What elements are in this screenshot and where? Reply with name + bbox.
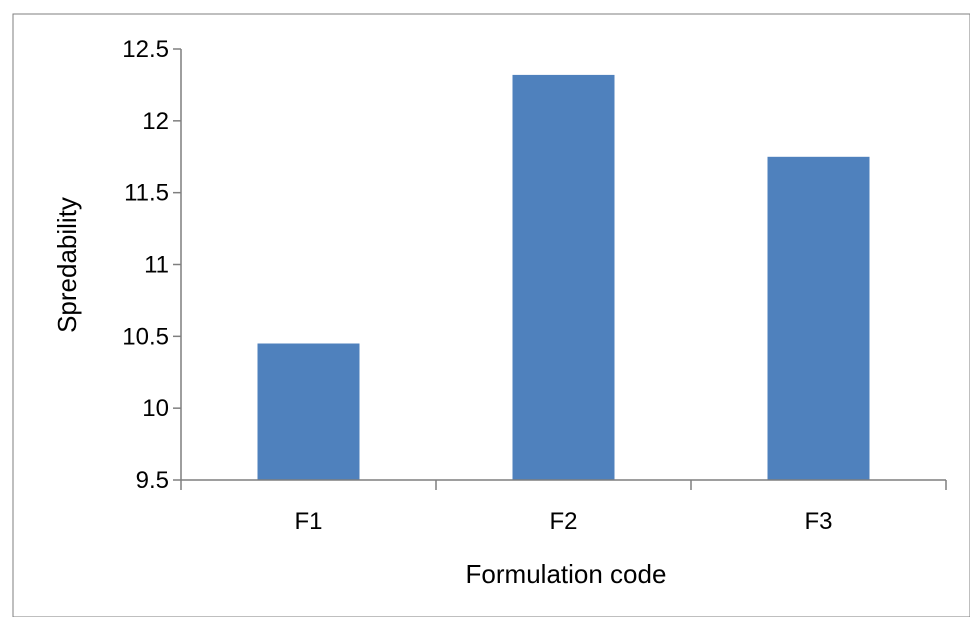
bar-f2 [512, 74, 615, 481]
bar-f3 [767, 156, 870, 481]
y-tick-label: 11 [144, 252, 169, 279]
y-tick-label: 10.5 [122, 323, 169, 350]
x-tick-label: F1 [294, 508, 322, 535]
y-axis-title: Spredability [52, 197, 82, 333]
x-tick-label: F2 [549, 508, 577, 535]
x-axis-title: Formulation code [466, 559, 667, 589]
plot-area: 9.5 10 10.5 11 11.5 12 12.5 F1 F2 F3 [122, 36, 947, 535]
bar-f1 [257, 343, 360, 480]
y-tick-label: 9.5 [136, 467, 169, 494]
y-tick-label: 11.5 [124, 180, 169, 207]
x-tick-label: F3 [804, 508, 832, 535]
y-tick-label: 10 [142, 395, 169, 422]
y-tick-label: 12 [142, 108, 169, 135]
y-tick-label: 12.5 [122, 36, 169, 63]
